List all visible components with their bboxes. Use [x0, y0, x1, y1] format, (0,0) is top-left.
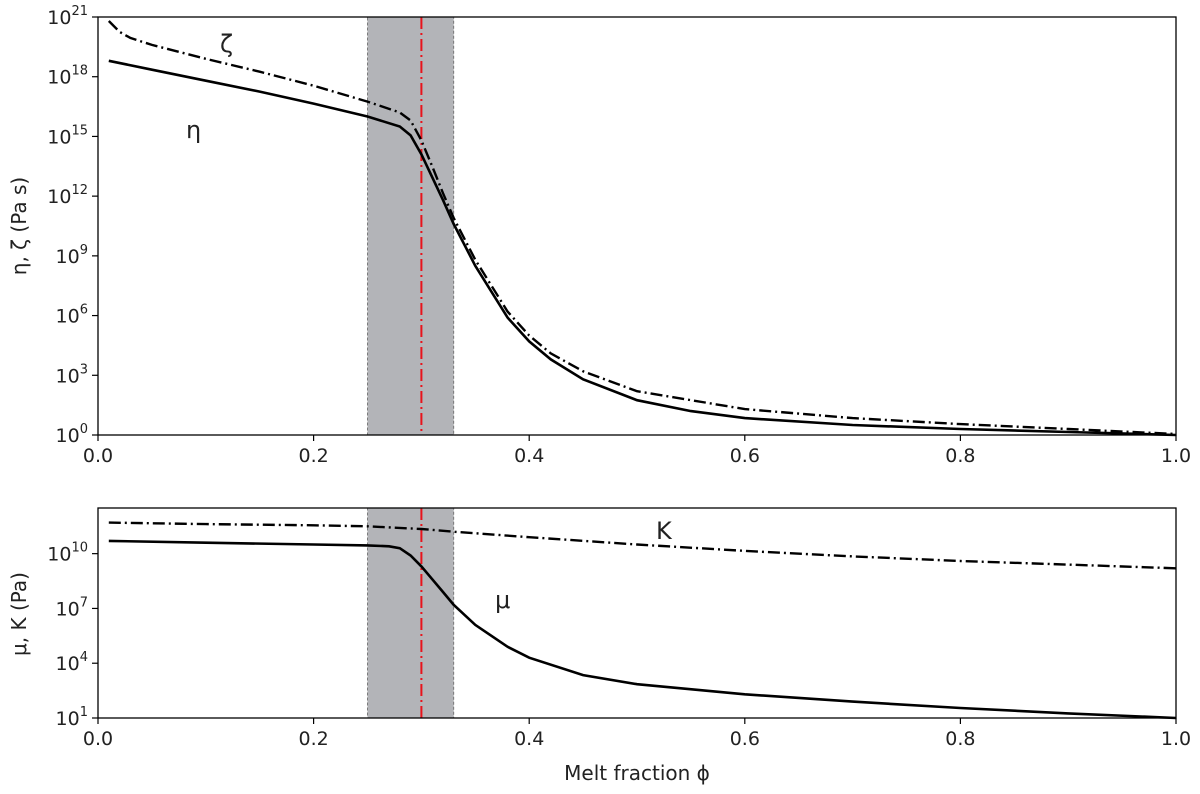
mu-curve — [108, 539, 1177, 720]
y-tick-exponent: 15 — [71, 123, 88, 138]
y-tick-exponent: 9 — [80, 243, 88, 258]
y-tick-base: 10 — [47, 126, 71, 148]
y-tick-exponent: 18 — [71, 64, 88, 79]
bottom-y-axis-label: μ, K (Pa) — [7, 572, 31, 656]
y-tick-label: 107 — [56, 595, 88, 620]
y-tick-label: 1012 — [47, 183, 88, 208]
y-tick-base: 10 — [56, 246, 80, 268]
y-tick-base: 10 — [47, 7, 71, 29]
x-tick-label: 1.0 — [1161, 445, 1191, 467]
y-tick-label: 1021 — [47, 4, 88, 29]
k-annotation: K — [656, 517, 673, 545]
bottom-shaded-band — [367, 507, 455, 719]
y-tick-exponent: 6 — [80, 303, 88, 318]
x-tick-label: 0.4 — [514, 728, 544, 750]
y-tick-exponent: 10 — [71, 541, 88, 556]
x-tick-label: 1.0 — [1161, 728, 1191, 750]
x-tick-label: 0.6 — [730, 728, 760, 750]
y-tick-base: 10 — [47, 67, 71, 89]
y-tick-label: 1010 — [47, 541, 88, 566]
y-tick-base: 10 — [56, 365, 80, 387]
bottom-axes-frame — [97, 507, 1177, 719]
x-tick-label: 0.0 — [83, 445, 113, 467]
x-tick-label: 0.2 — [298, 445, 328, 467]
eta-annotation: η — [186, 116, 201, 144]
y-tick-label: 101 — [56, 705, 88, 730]
top-y-axis-label: η, ζ (Pa s) — [7, 177, 31, 275]
top-x-ticks: 0.0 0.2 0.4 0.6 0.8 1.0 — [83, 435, 1191, 467]
y-tick-base: 10 — [56, 708, 80, 730]
top-shaded-band — [367, 16, 455, 436]
y-tick-exponent: 1 — [80, 705, 88, 720]
y-tick-base: 10 — [47, 186, 71, 208]
eta-curve — [108, 59, 1177, 437]
y-tick-exponent: 12 — [71, 183, 88, 198]
y-tick-exponent: 3 — [80, 362, 88, 377]
y-tick-label: 106 — [56, 303, 88, 328]
y-tick-label: 103 — [56, 362, 88, 387]
top-axes-frame — [97, 16, 1177, 436]
y-tick-base: 10 — [56, 598, 80, 620]
k-curve — [108, 521, 1177, 570]
y-tick-exponent: 21 — [71, 4, 88, 19]
y-tick-label: 1018 — [47, 64, 88, 89]
y-tick-label: 104 — [56, 650, 88, 675]
x-tick-label: 0.8 — [945, 445, 975, 467]
x-tick-label: 0.0 — [83, 728, 113, 750]
x-tick-label: 0.2 — [298, 728, 328, 750]
zeta-curve — [107, 20, 1177, 436]
top-panel: 0.0 0.2 0.4 0.6 0.8 1.0 100103106109101210151… — [7, 4, 1191, 467]
y-tick-base: 10 — [56, 306, 80, 328]
y-tick-label: 109 — [56, 243, 88, 268]
mu-annotation: μ — [495, 586, 510, 614]
y-tick-exponent: 7 — [80, 595, 88, 610]
y-tick-base: 10 — [56, 653, 80, 675]
y-tick-label: 100 — [56, 422, 88, 447]
bottom-x-ticks: 0.0 0.2 0.4 0.6 0.8 1.0 — [83, 718, 1191, 750]
y-tick-base: 10 — [47, 544, 71, 566]
x-axis-label: Melt fraction ϕ — [564, 761, 710, 785]
x-tick-label: 0.6 — [730, 445, 760, 467]
y-tick-label: 1015 — [47, 123, 88, 148]
y-tick-base: 10 — [56, 425, 80, 447]
x-tick-label: 0.4 — [514, 445, 544, 467]
y-tick-exponent: 4 — [80, 650, 88, 665]
zeta-annotation: ζ — [220, 30, 233, 58]
y-tick-exponent: 0 — [80, 422, 88, 437]
x-tick-label: 0.8 — [945, 728, 975, 750]
